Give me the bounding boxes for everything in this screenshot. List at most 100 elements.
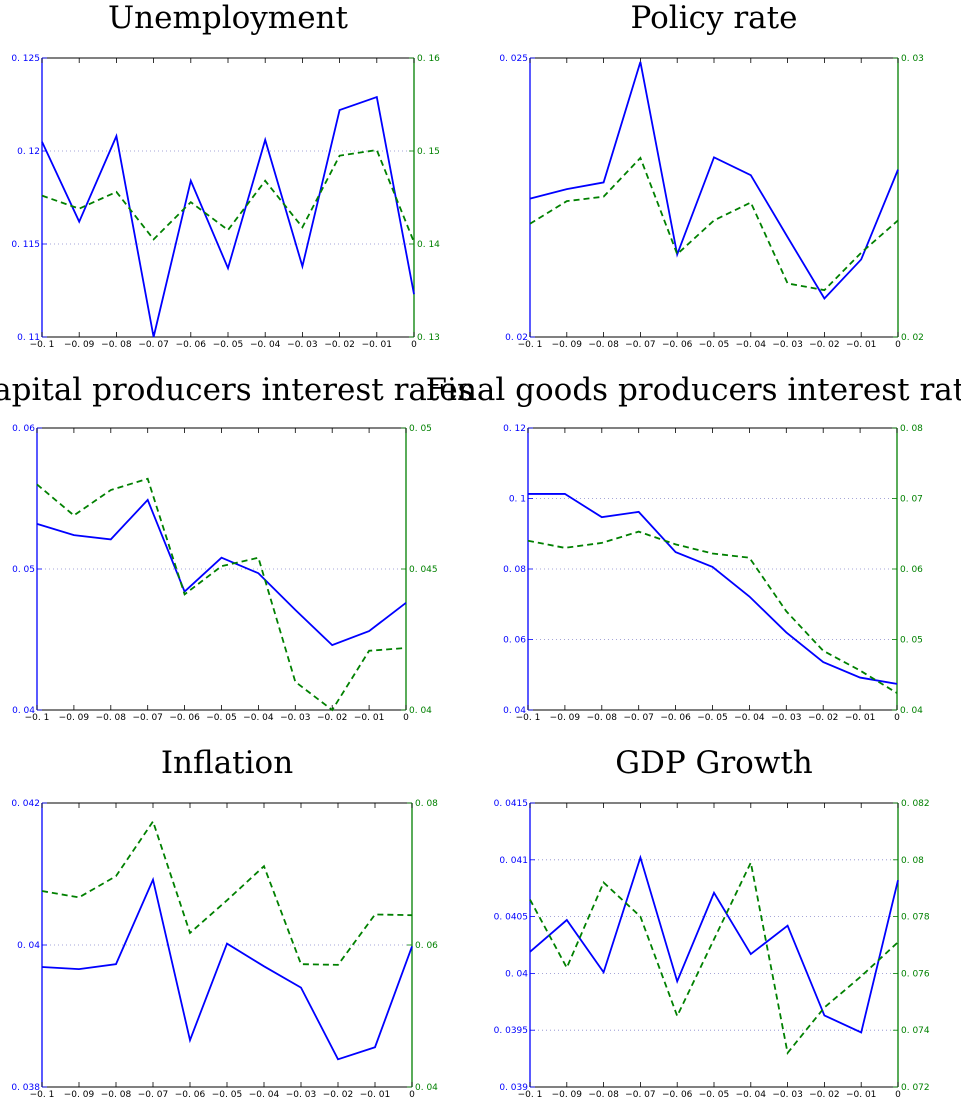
- left-y-tick-label: 0. 06: [503, 636, 526, 646]
- x-tick-label: −0. 04: [249, 1090, 280, 1100]
- left-y-tick-label: 0. 08: [503, 565, 526, 575]
- x-tick-label: 0: [411, 340, 417, 350]
- left-y-tick-label: 0. 04: [12, 706, 35, 716]
- series-line-solid: [529, 61, 899, 300]
- left-y-tick-label: 0. 1: [509, 495, 526, 505]
- right-y-tick-label: 0. 078: [901, 913, 930, 923]
- right-y-tick-label: 0. 045: [409, 565, 438, 575]
- x-tick-label: −0. 07: [138, 1090, 168, 1100]
- right-y-tick-label: 0. 02: [901, 333, 924, 343]
- x-tick-label: 0: [894, 713, 900, 723]
- right-y-tick-label: 0. 07: [900, 495, 923, 505]
- chart-title: Policy rate: [631, 0, 798, 36]
- x-tick-label: −0. 06: [175, 1090, 206, 1100]
- x-tick-label: −0. 08: [588, 340, 619, 350]
- x-tick-label: −0. 03: [286, 1090, 316, 1100]
- series-line-dashed: [41, 819, 413, 966]
- left-y-tick-label: 0. 125: [11, 54, 40, 64]
- x-tick-label: −0. 08: [588, 1090, 619, 1100]
- left-y-tick-label: 0. 04: [17, 941, 40, 951]
- x-tick-label: −0. 04: [736, 1090, 767, 1100]
- right-y-tick-label: 0. 076: [901, 969, 930, 979]
- x-tick-label: −0. 04: [734, 713, 765, 723]
- x-tick-label: −0. 05: [699, 1090, 729, 1100]
- left-y-tick-label: 0. 11: [17, 333, 40, 343]
- left-y-tick-label: 0. 04: [503, 706, 526, 716]
- x-tick-label: −0. 03: [287, 340, 317, 350]
- x-tick-label: −0. 09: [552, 1090, 583, 1100]
- x-tick-label: −0. 05: [212, 1090, 242, 1100]
- left-y-tick-label: 0. 12: [17, 147, 40, 157]
- x-tick-label: −0. 09: [550, 713, 581, 723]
- x-tick-label: −0. 07: [625, 1090, 655, 1100]
- x-tick-label: −0. 08: [96, 713, 127, 723]
- x-tick-label: −0. 01: [360, 1090, 390, 1100]
- right-y-tick-label: 0. 13: [417, 333, 440, 343]
- x-tick-label: −0. 04: [250, 340, 281, 350]
- x-tick-label: −0. 05: [699, 340, 729, 350]
- series-line-solid: [41, 876, 413, 1061]
- x-tick-label: −0. 07: [625, 340, 655, 350]
- left-y-tick-label: 0. 0405: [494, 913, 528, 923]
- x-tick-label: −0. 06: [660, 713, 691, 723]
- series-line-dashed: [529, 156, 899, 292]
- x-tick-label: −0. 1: [30, 1090, 55, 1100]
- x-tick-label: −0. 1: [518, 1090, 543, 1100]
- right-y-tick-label: 0. 06: [415, 941, 438, 951]
- x-tick-label: −0. 1: [516, 713, 541, 723]
- right-y-tick-label: 0. 05: [900, 636, 923, 646]
- x-tick-label: −0. 09: [64, 1090, 95, 1100]
- x-tick-label: −0. 1: [518, 340, 543, 350]
- x-tick-label: −0. 02: [809, 340, 839, 350]
- series-line-dashed: [41, 149, 415, 243]
- x-tick-label: −0. 02: [808, 713, 838, 723]
- x-tick-label: −0. 08: [101, 1090, 132, 1100]
- right-y-tick-label: 0. 05: [409, 424, 432, 434]
- x-tick-label: −0. 01: [354, 713, 384, 723]
- x-tick-label: −0. 08: [587, 713, 618, 723]
- x-tick-label: −0. 05: [697, 713, 727, 723]
- x-tick-label: −0. 03: [772, 1090, 802, 1100]
- right-y-tick-label: 0. 082: [901, 799, 930, 809]
- chart-panel: Final goods producers interest rates −0. …: [426, 372, 961, 723]
- x-tick-label: −0. 09: [552, 340, 583, 350]
- series-line-solid: [41, 95, 415, 338]
- left-y-tick-label: 0. 041: [499, 856, 528, 866]
- x-tick-label: −0. 07: [132, 713, 162, 723]
- left-y-tick-label: 0. 042: [11, 799, 40, 809]
- x-tick-label: −0. 06: [662, 1090, 693, 1100]
- x-tick-label: −0. 05: [206, 713, 236, 723]
- x-tick-label: −0. 01: [845, 713, 875, 723]
- left-y-tick-label: 0. 04: [505, 969, 528, 979]
- x-tick-label: −0. 04: [243, 713, 274, 723]
- right-y-tick-label: 0. 15: [417, 147, 440, 157]
- chart-panel: Policy rate −0. 1 −0. 09 −0. 08 −0. 07 −0. 06…: [499, 0, 924, 350]
- right-y-tick-label: 0. 04: [409, 706, 432, 716]
- chart-panel: Capital producers interest rates −0. 1 −0.…: [0, 372, 474, 723]
- x-tick-label: −0. 01: [846, 340, 876, 350]
- left-y-tick-label: 0. 05: [12, 565, 35, 575]
- right-y-tick-label: 0. 074: [901, 1026, 930, 1036]
- left-y-tick-label: 0. 02: [505, 333, 528, 343]
- right-y-tick-label: 0. 04: [415, 1083, 438, 1093]
- chart-title: Inflation: [161, 745, 293, 781]
- x-tick-label: −0. 02: [317, 713, 347, 723]
- x-tick-label: −0. 05: [213, 340, 243, 350]
- x-tick-label: −0. 09: [64, 340, 95, 350]
- x-tick-label: −0. 1: [30, 340, 55, 350]
- x-tick-label: −0. 03: [772, 340, 802, 350]
- series-line-dashed: [527, 530, 898, 694]
- left-y-tick-label: 0. 025: [499, 54, 528, 64]
- series-line-dashed: [529, 859, 899, 1055]
- x-tick-label: −0. 01: [846, 1090, 876, 1100]
- chart-title: Capital producers interest rates: [0, 372, 474, 408]
- x-tick-label: −0. 1: [25, 713, 50, 723]
- chart-title: GDP Growth: [615, 745, 813, 781]
- series-line-solid: [36, 498, 407, 647]
- right-y-tick-label: 0. 08: [415, 799, 438, 809]
- x-tick-label: 0: [895, 1090, 901, 1100]
- x-tick-label: −0. 02: [809, 1090, 839, 1100]
- right-y-tick-label: 0. 08: [900, 424, 923, 434]
- x-tick-label: −0. 03: [280, 713, 310, 723]
- left-y-tick-label: 0. 038: [11, 1083, 40, 1093]
